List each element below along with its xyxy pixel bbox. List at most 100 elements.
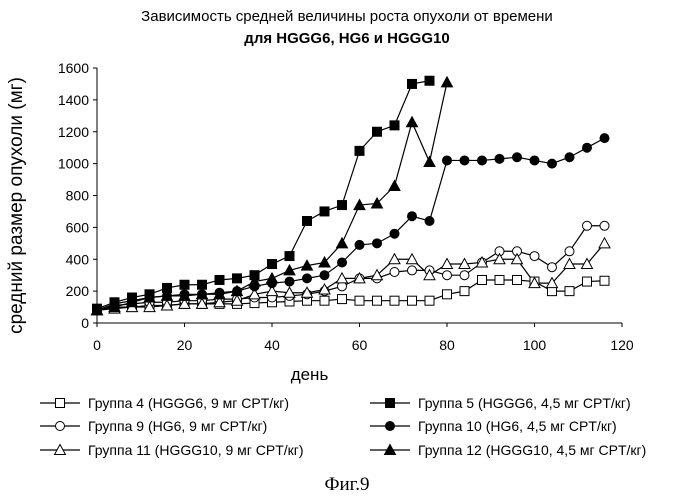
- data-point-series-3: [353, 271, 366, 284]
- legend-label: Группа 5 (HGGG6, 4,5 мг CPT/кг): [418, 395, 631, 411]
- data-point-series-5: [372, 238, 382, 249]
- legend-marker: [385, 398, 395, 408]
- data-point-series-4: [372, 126, 382, 137]
- x-tick-label: 100: [523, 337, 547, 353]
- data-point-series-2: [529, 251, 540, 262]
- data-point-series-3: [440, 257, 454, 270]
- data-point-series-6: [213, 287, 226, 300]
- legend-label: Группа 4 (HGGG6, 9 мг CPT/кг): [88, 395, 289, 411]
- data-point-series-3: [265, 284, 279, 297]
- y-tick-label: 400: [66, 251, 90, 267]
- x-tick-label: 60: [352, 337, 368, 353]
- data-point-series-1: [337, 294, 347, 305]
- y-axis-label: средний размер опухоли (мг): [6, 77, 27, 334]
- data-point-series-1: [407, 295, 417, 306]
- data-point-series-5: [302, 273, 312, 284]
- data-point-series-4: [267, 259, 277, 270]
- y-tick-label: 600: [66, 219, 90, 235]
- data-point-series-3: [528, 276, 541, 289]
- y-tick-label: 1400: [58, 92, 89, 108]
- data-point-series-3: [230, 294, 244, 306]
- data-point-series-3: [545, 276, 559, 289]
- data-point-series-6: [108, 300, 121, 313]
- data-point-series-5: [407, 211, 417, 222]
- data-point-series-5: [582, 142, 592, 153]
- data-point-series-5: [319, 270, 330, 281]
- legend-marker: [55, 398, 65, 408]
- y-tick-label: 1200: [58, 124, 89, 140]
- data-point-series-5: [442, 155, 452, 166]
- data-point-series-1: [477, 274, 487, 285]
- data-point-series-5: [354, 239, 365, 250]
- data-point-series-3: [318, 282, 331, 295]
- data-point-series-6: [195, 287, 209, 300]
- data-point-series-5: [337, 257, 347, 268]
- data-point-series-3: [598, 236, 611, 249]
- data-point-series-1: [442, 289, 452, 300]
- data-point-series-3: [178, 297, 191, 309]
- data-point-series-6: [388, 179, 401, 191]
- data-point-series-1: [372, 295, 382, 306]
- data-point-series-4: [214, 274, 225, 285]
- x-tick-label: 80: [439, 337, 455, 353]
- data-point-series-3: [563, 257, 576, 270]
- data-point-series-3: [580, 257, 594, 270]
- legend-label: Группа 12 (HGGG10, 4,5 мг CPT/кг): [418, 442, 646, 458]
- data-point-series-6: [90, 303, 104, 316]
- data-point-series-6: [265, 271, 279, 284]
- data-point-series-5: [477, 155, 487, 166]
- data-point-series-6: [230, 284, 244, 297]
- data-point-series-1: [582, 276, 592, 287]
- x-tick-label: 40: [264, 337, 280, 353]
- legend-marker: [53, 443, 67, 455]
- data-point-series-6: [283, 263, 296, 276]
- data-point-series-1: [599, 275, 610, 286]
- data-point-series-1: [424, 295, 435, 306]
- data-point-series-5: [424, 216, 435, 226]
- data-point-series-6: [318, 255, 331, 268]
- y-tick-label: 0: [81, 315, 89, 331]
- x-tick-label: 0: [93, 337, 101, 353]
- data-point-series-2: [599, 220, 610, 231]
- legend-label: Группа 10 (HG6, 4,5 мг CPT/кг): [418, 418, 617, 434]
- data-point-series-1: [389, 295, 400, 306]
- data-point-series-4: [319, 206, 330, 217]
- legend-label: Группа 11 (HGGG10, 9 мг CPT/кг): [88, 442, 304, 458]
- data-point-series-1: [354, 295, 365, 306]
- data-point-series-3: [143, 300, 156, 313]
- data-point-series-5: [547, 158, 557, 169]
- data-point-series-1: [459, 286, 470, 297]
- data-point-series-2: [564, 246, 575, 257]
- y-tick-label: 800: [66, 188, 90, 204]
- legend-marker: [385, 421, 395, 431]
- data-point-series-5: [599, 133, 610, 144]
- data-point-series-4: [407, 78, 417, 89]
- data-point-series-2: [389, 267, 400, 277]
- data-point-series-6: [353, 198, 366, 211]
- chart-svg: 0 200 400 600 800 1000 1200 1400 1600 0 20 40 60 80 10…: [6, 60, 646, 458]
- data-point-series-6: [440, 75, 454, 88]
- data-point-series-3: [300, 286, 314, 298]
- data-point-series-3: [213, 295, 226, 308]
- data-point-series-5: [564, 152, 575, 163]
- data-point-series-3: [335, 271, 349, 284]
- legend-label: Группа 9 (HG6, 9 мг CPT/кг): [88, 418, 267, 434]
- data-point-series-1: [494, 274, 505, 285]
- figure-label: Фиг.9: [324, 474, 370, 495]
- data-point-series-3: [248, 287, 261, 300]
- y-tick-label: 1600: [58, 60, 89, 76]
- x-tick-label: 120: [610, 337, 634, 353]
- data-point-series-4: [354, 145, 365, 156]
- data-point-series-4: [179, 279, 190, 290]
- data-point-series-3: [283, 286, 296, 298]
- data-point-series-6: [405, 115, 419, 128]
- data-point-series-1: [319, 295, 330, 306]
- data-point-series-3: [195, 297, 209, 309]
- chart-title-line-2: для HGGG6, HG6 и HGGG10: [244, 30, 450, 47]
- data-point-series-4: [284, 251, 295, 262]
- data-point-series-2: [442, 270, 452, 281]
- data-point-series-6: [300, 259, 314, 271]
- data-point-series-5: [459, 155, 470, 166]
- data-point-series-3: [388, 252, 401, 265]
- y-tick-label: 200: [66, 283, 90, 299]
